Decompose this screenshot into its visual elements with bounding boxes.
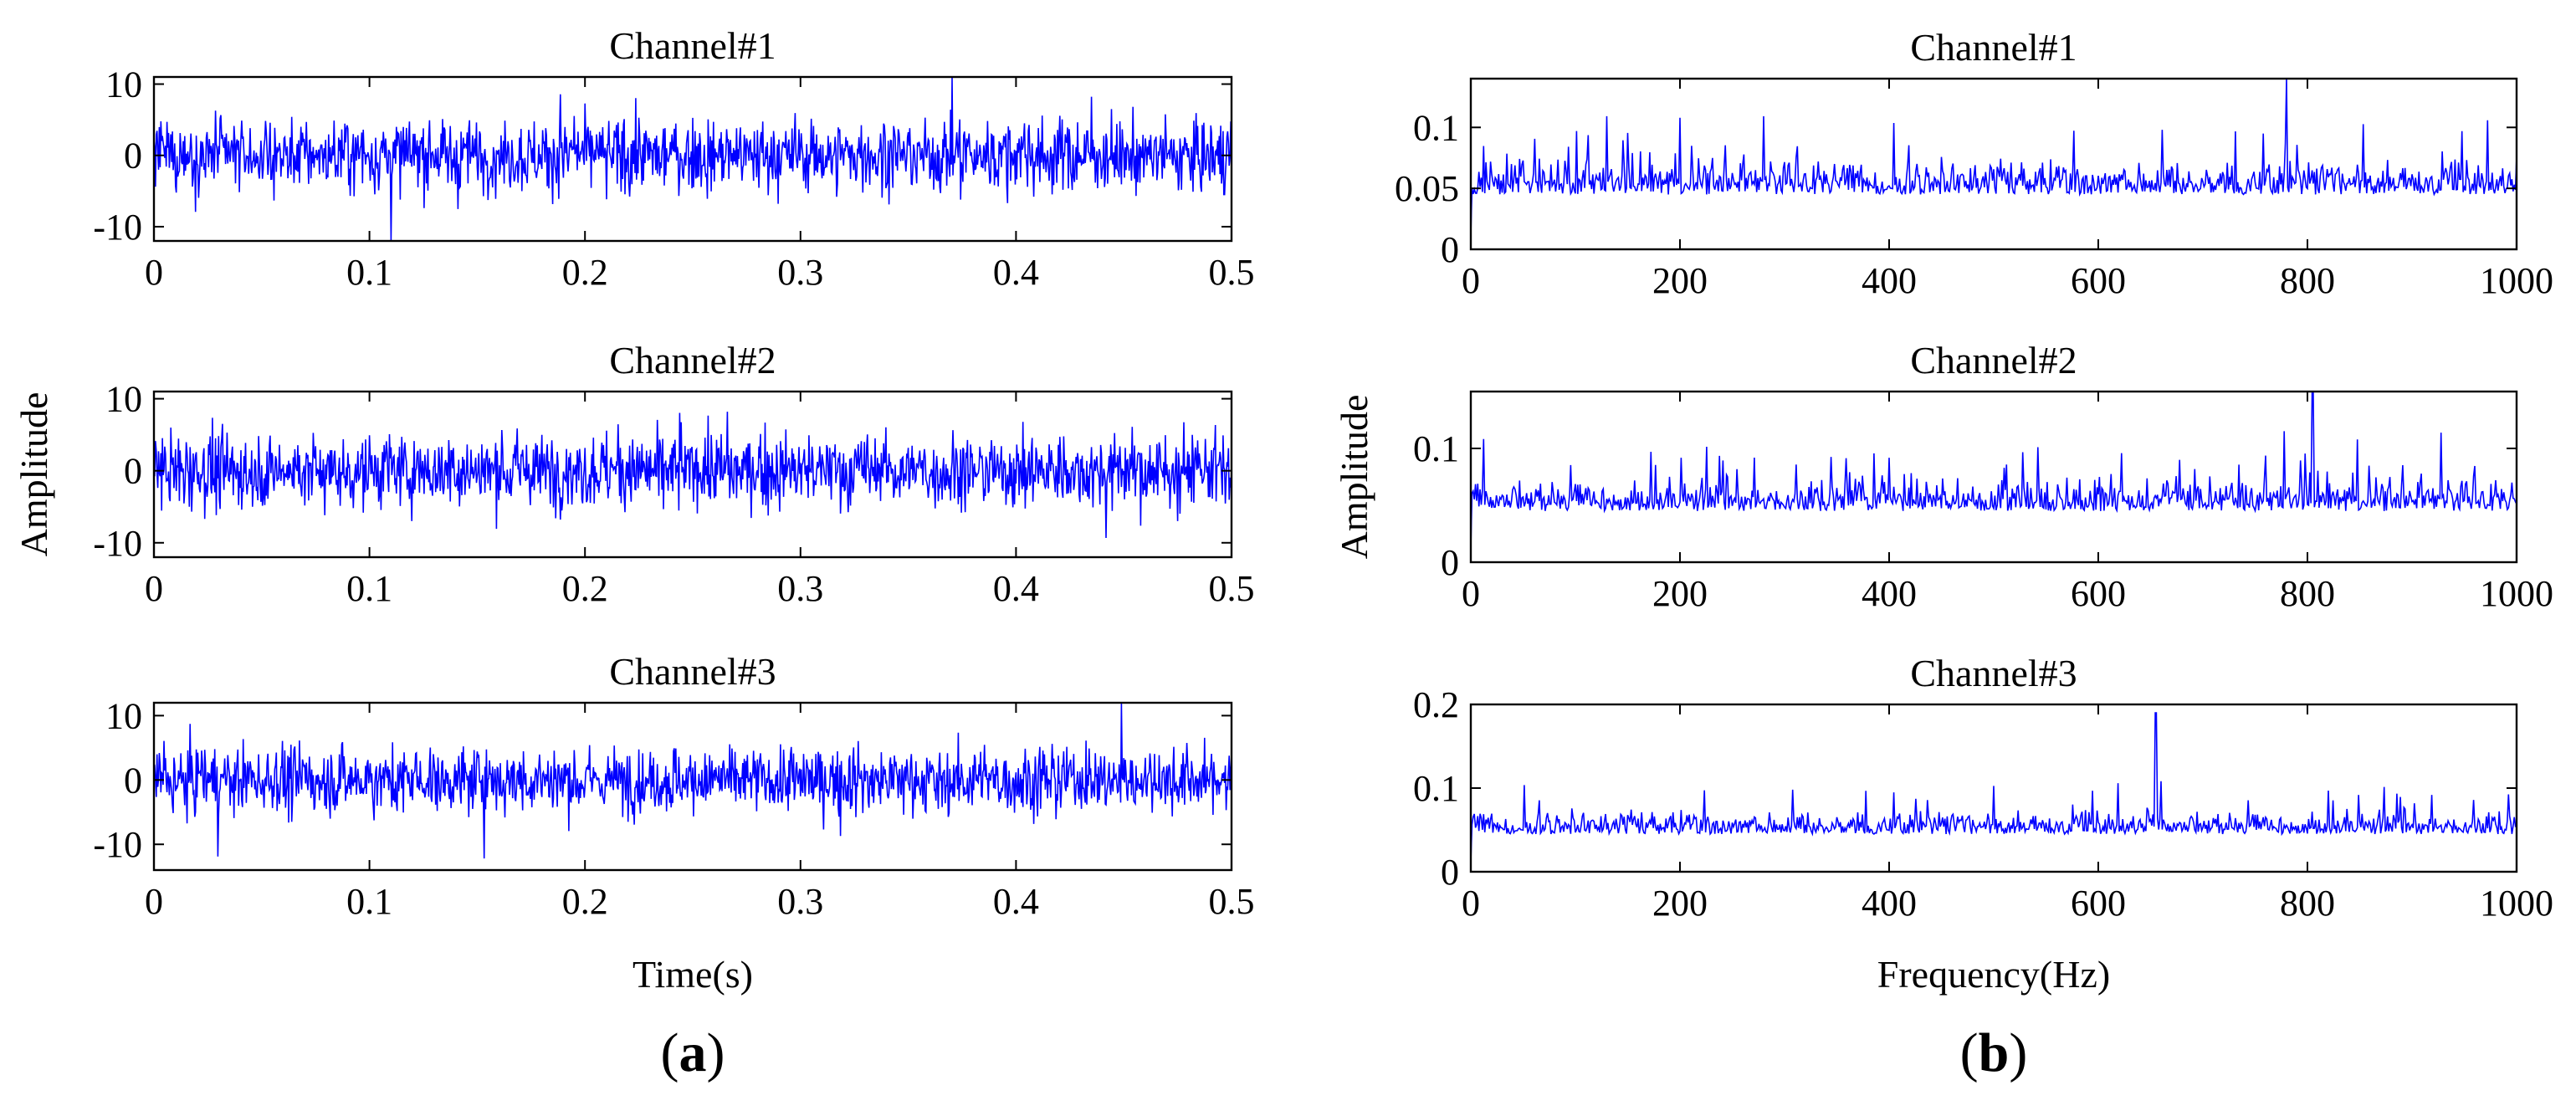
signal-trace xyxy=(1470,391,2517,549)
x-tick-label: 1000 xyxy=(2480,573,2553,614)
x-tick-label: 0.1 xyxy=(346,252,392,293)
subplot-title: Channel#3 xyxy=(1910,652,2077,694)
y-tick-label: -10 xyxy=(93,824,142,865)
y-tick-label: 0.2 xyxy=(1413,684,1459,725)
axes-frame xyxy=(152,75,1233,243)
x-tick-label: 0.4 xyxy=(993,881,1039,922)
y-tick-label: 0 xyxy=(1441,542,1459,583)
signal-trace xyxy=(153,76,1232,242)
subplot-title: Channel#1 xyxy=(609,24,776,67)
x-tick-label: 1000 xyxy=(2480,260,2553,301)
x-tick-label: 800 xyxy=(2280,260,2335,301)
y-tick-label: 0 xyxy=(124,760,142,801)
x-tick-label: 0.5 xyxy=(1209,252,1255,293)
y-tick-label: 0 xyxy=(124,451,142,492)
subplot-b-channel-3: 0 200 400 600 800 1000 0.2 0.1 0 Channel#3 xyxy=(1413,652,2553,924)
y-tick-label: 0 xyxy=(124,136,142,177)
x-tick-label: 0.3 xyxy=(777,252,823,293)
axes-frame xyxy=(152,701,1233,872)
subplot-title: Channel#2 xyxy=(1910,339,2077,381)
signal-trace xyxy=(153,702,1232,859)
x-tick-label: 0 xyxy=(1462,883,1480,924)
x-tick-label: 0.3 xyxy=(777,568,823,609)
panel-label-letter: a xyxy=(679,1022,707,1083)
subplot-b-channel-1: 0 200 400 600 800 1000 0.1 0.05 0 Channel#1 xyxy=(1395,26,2553,301)
panel-label: (a) xyxy=(661,1022,725,1083)
y-tick-label: 0.1 xyxy=(1413,768,1459,809)
panel-label-close: ) xyxy=(707,1022,725,1083)
x-tick-label: 600 xyxy=(2071,883,2126,924)
panel-label: (b) xyxy=(1960,1022,2028,1083)
axes-frame xyxy=(1469,77,2518,251)
x-tick-label: 800 xyxy=(2280,573,2335,614)
x-tick-label: 0 xyxy=(1462,573,1480,614)
x-tick-label: 0.1 xyxy=(346,568,392,609)
x-axis-label: Time(s) xyxy=(632,953,753,996)
x-tick-label: 400 xyxy=(1862,573,1917,614)
y-tick-label: 10 xyxy=(105,695,142,736)
panel-label-close: ) xyxy=(2009,1022,2027,1083)
x-tick-label: 200 xyxy=(1652,883,1708,924)
x-tick-label: 0 xyxy=(145,568,163,609)
y-tick-label: 10 xyxy=(105,379,142,420)
x-tick-label: 800 xyxy=(2280,883,2335,924)
x-tick-label: 0.2 xyxy=(562,881,608,922)
x-tick-label: 400 xyxy=(1862,260,1917,301)
y-tick-label: 0.1 xyxy=(1413,428,1459,469)
x-tick-label: 0.4 xyxy=(993,252,1039,293)
x-tick-label: 0.1 xyxy=(346,881,392,922)
x-tick-label: 600 xyxy=(2071,260,2126,301)
x-tick-label: 0.4 xyxy=(993,568,1039,609)
panel-label-open: ( xyxy=(661,1022,679,1083)
x-tick-label: 0 xyxy=(145,252,163,293)
y-tick-label: 0 xyxy=(1441,229,1459,270)
x-tick-label: 200 xyxy=(1652,573,1708,614)
x-tick-label: 0.2 xyxy=(562,252,608,293)
subplot-title: Channel#2 xyxy=(609,339,776,381)
x-tick-label: 0.5 xyxy=(1209,568,1255,609)
axes-frame xyxy=(152,390,1233,559)
y-tick-label: -10 xyxy=(93,523,142,564)
signal-trace xyxy=(1470,712,2517,863)
y-tick-label: 10 xyxy=(105,64,142,105)
x-tick-label: 0 xyxy=(1462,260,1480,301)
x-tick-label: 0.2 xyxy=(562,568,608,609)
y-tick-label: 0.1 xyxy=(1413,107,1459,148)
y-tick-label: -10 xyxy=(93,207,142,248)
x-tick-label: 200 xyxy=(1652,260,1708,301)
signal-trace xyxy=(1470,78,2517,235)
y-axis-label: Amplitude xyxy=(13,392,55,557)
x-tick-label: 0.3 xyxy=(777,881,823,922)
axes-frame xyxy=(1469,390,2518,564)
y-axis-label: Amplitude xyxy=(1333,395,1375,560)
x-tick-label: 400 xyxy=(1862,883,1917,924)
y-tick-label: 0.05 xyxy=(1395,168,1459,209)
y-tick-label: 0 xyxy=(1441,852,1459,893)
subplot-b-channel-2: 0 200 400 600 800 1000 0.1 0 Channel#2 xyxy=(1413,339,2553,614)
x-tick-label: 600 xyxy=(2071,573,2126,614)
x-tick-label: 0 xyxy=(145,881,163,922)
subplot-title: Channel#1 xyxy=(1910,26,2077,69)
x-tick-label: 1000 xyxy=(2480,883,2553,924)
subplot-title: Channel#3 xyxy=(609,650,776,693)
panel-label-open: ( xyxy=(1960,1022,1979,1083)
x-tick-label: 0.5 xyxy=(1209,881,1255,922)
x-axis-label: Frequency(Hz) xyxy=(1877,953,2110,996)
panel-label-letter: b xyxy=(1979,1022,2010,1083)
signal-trace xyxy=(153,412,1232,539)
